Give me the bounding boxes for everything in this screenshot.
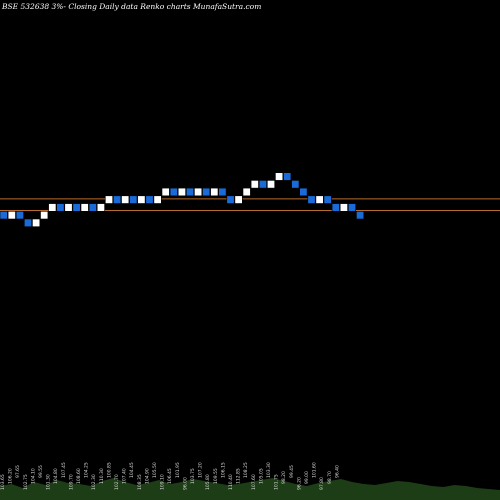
volume-label-29: 106.15 [220, 462, 226, 478]
volume-label-15: 102.70 [114, 474, 120, 490]
brick-34 [275, 172, 284, 181]
volume-label-24: 96.00 [182, 477, 188, 490]
volume-label-42: 97.80 [319, 477, 325, 490]
brick-6 [48, 203, 57, 212]
volume-label-23: 101.95 [175, 462, 181, 478]
volume-label-36: 101.75 [274, 474, 280, 490]
brick-30 [242, 187, 251, 197]
bricks-layer [0, 172, 365, 227]
volume-label-8: 107.45 [61, 462, 67, 478]
volume-label-10: 108.60 [76, 468, 82, 484]
volume-label-34: 105.05 [258, 468, 264, 484]
volume-label-5: 99.55 [38, 465, 44, 478]
brick-21 [169, 187, 178, 197]
brick-20 [161, 187, 170, 197]
volume-label-31: 112.85 [236, 468, 242, 484]
volume-label-26: 107.20 [198, 462, 204, 478]
brick-43 [347, 203, 356, 212]
brick-42 [339, 203, 348, 212]
brick-8 [64, 203, 73, 212]
brick-22 [177, 187, 186, 197]
volume-label-14: 100.85 [106, 462, 112, 478]
volume-label-13: 110.30 [99, 468, 105, 484]
volume-label-3: 102.75 [23, 474, 29, 490]
volume-label-4: 104.10 [30, 468, 36, 484]
brick-38 [307, 195, 316, 204]
brick-17 [137, 195, 146, 204]
volume-label-35: 103.30 [266, 462, 272, 478]
brick-25 [202, 187, 211, 197]
volume-label-41: 101.60 [312, 462, 318, 478]
volume-label-28: 109.55 [213, 468, 219, 484]
volume-label-25: 103.75 [190, 468, 196, 484]
volume-label-16: 107.40 [122, 468, 128, 484]
brick-4 [32, 218, 41, 227]
volume-label-1: 106.20 [8, 468, 14, 484]
brick-33 [266, 180, 275, 189]
brick-36 [291, 180, 300, 189]
volume-label-39: 96.20 [296, 477, 302, 490]
volume-label-32: 108.25 [243, 462, 249, 478]
brick-29 [234, 195, 243, 204]
brick-24 [194, 187, 203, 197]
chart-title: BSE 532638 3%- Closing Daily data Renko … [2, 2, 262, 11]
volume-label-11: 104.25 [84, 462, 90, 478]
brick-15 [121, 195, 130, 204]
brick-14 [113, 195, 122, 204]
brick-26 [210, 187, 219, 197]
brick-40 [323, 195, 332, 204]
brick-7 [56, 203, 65, 212]
volume-label-44: 96.40 [334, 465, 340, 478]
brick-5 [40, 211, 49, 220]
brick-37 [299, 187, 308, 197]
volume-label-37: 98.20 [281, 471, 287, 484]
brick-0 [0, 211, 8, 220]
volume-label-40: 99.00 [304, 471, 310, 484]
volume-label-43: 98.70 [327, 471, 333, 484]
brick-31 [250, 180, 259, 189]
volume-label-19: 104.90 [144, 468, 150, 484]
volume-label-7: 104.80 [53, 468, 59, 484]
brick-28 [226, 195, 235, 204]
brick-19 [153, 195, 162, 204]
volume-label-12: 102.30 [91, 474, 97, 490]
brick-39 [315, 195, 324, 204]
volume-label-21: 109.10 [160, 474, 166, 490]
brick-32 [258, 180, 267, 189]
brick-12 [96, 203, 105, 212]
volume-label-33: 107.60 [251, 474, 257, 490]
volume-label-38: 99.45 [289, 465, 295, 478]
brick-3 [23, 218, 32, 227]
brick-10 [80, 203, 89, 212]
brick-41 [331, 203, 340, 212]
volume-label-18: 108.35 [137, 474, 143, 490]
brick-44 [356, 211, 365, 220]
volume-label-27: 105.80 [205, 474, 211, 490]
volume-label-17: 104.45 [129, 462, 135, 478]
volume-label-0: 103.65 [0, 474, 6, 490]
volume-layer [0, 478, 500, 500]
volume-label-30: 110.40 [228, 474, 234, 490]
brick-2 [15, 211, 24, 220]
brick-23 [186, 187, 195, 197]
volume-label-2: 97.65 [15, 465, 21, 478]
volume-label-20: 105.50 [152, 462, 158, 478]
volume-area [0, 478, 500, 500]
brick-1 [7, 211, 16, 220]
volume-label-6: 101.30 [46, 474, 52, 490]
brick-18 [145, 195, 154, 204]
brick-16 [129, 195, 138, 204]
brick-27 [218, 187, 227, 197]
volume-label-22: 106.45 [167, 468, 173, 484]
brick-11 [88, 203, 97, 212]
brick-9 [72, 203, 81, 212]
volume-label-9: 109.70 [68, 474, 74, 490]
brick-13 [105, 195, 114, 204]
brick-35 [283, 172, 292, 181]
